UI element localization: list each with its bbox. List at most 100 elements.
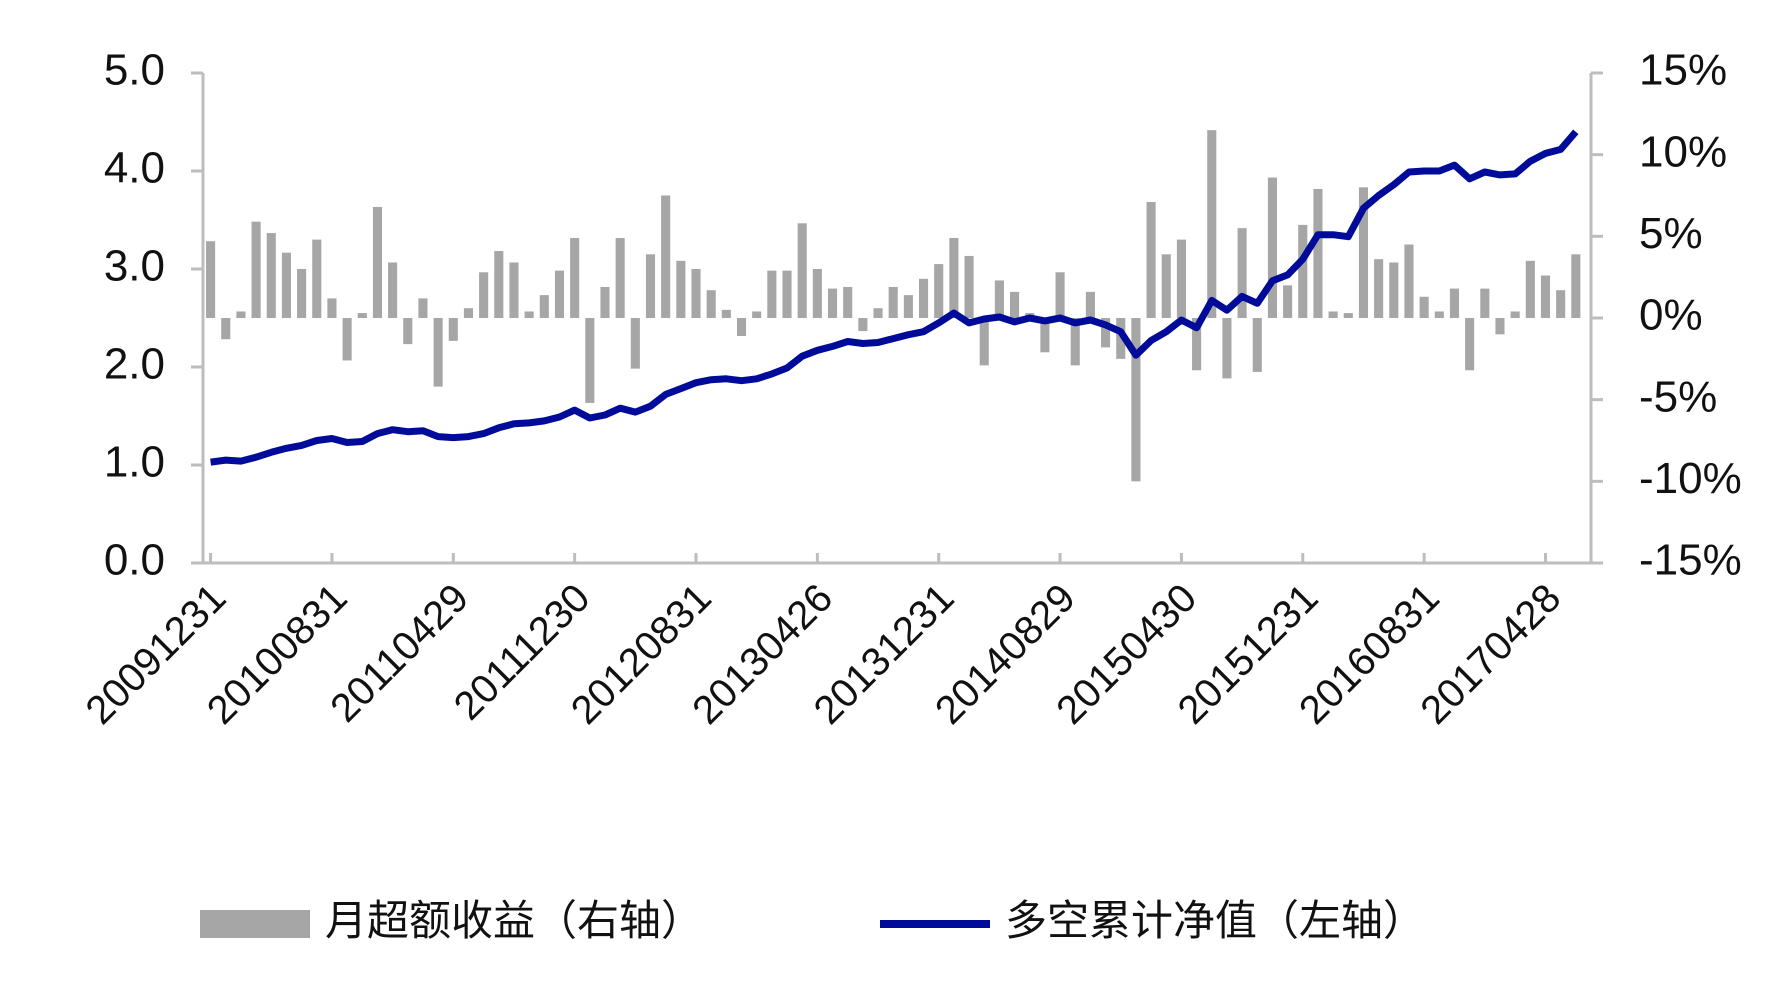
bar (388, 262, 398, 318)
bar (1146, 202, 1156, 318)
legend-label: 月超额收益（右轴） (325, 897, 703, 944)
bar (297, 269, 307, 318)
bar (918, 278, 929, 318)
bar (403, 318, 413, 345)
y2-tick-label: 5% (1639, 209, 1703, 258)
bar (934, 264, 944, 318)
y2-tick-label: -10% (1639, 454, 1742, 503)
bar (676, 260, 686, 318)
bar (251, 221, 261, 318)
bar (418, 298, 428, 318)
bar (1525, 260, 1535, 318)
bar (994, 280, 1004, 318)
bar (645, 254, 656, 318)
bar (1495, 318, 1505, 335)
bar (479, 272, 489, 318)
y2-tick-label: 15% (1639, 46, 1727, 95)
bar (1556, 290, 1566, 318)
y-tick-label: 3.0 (104, 242, 165, 291)
bar (312, 239, 322, 318)
bar (797, 223, 807, 318)
bar (827, 288, 838, 318)
bar (1252, 318, 1262, 372)
y-tick-label: 0.0 (104, 536, 165, 585)
bar (630, 318, 640, 369)
y2-tick-label: -5% (1639, 372, 1717, 421)
legend-swatch (200, 910, 310, 938)
y2-tick-label: 10% (1639, 127, 1727, 176)
bar (1237, 228, 1247, 318)
bar (494, 251, 504, 318)
bar (1040, 318, 1050, 353)
bar (661, 195, 671, 318)
bar (1298, 224, 1308, 318)
bar (1358, 187, 1369, 318)
y-tick-label: 1.0 (104, 438, 165, 487)
bar (691, 269, 701, 318)
bar (509, 262, 519, 318)
bar (1161, 254, 1171, 318)
bar (281, 252, 291, 318)
y2-tick-label: 0% (1639, 291, 1703, 340)
bar (266, 233, 276, 318)
y-tick-label: 2.0 (104, 340, 165, 389)
bar (1510, 311, 1520, 318)
bar (1374, 259, 1384, 318)
bar (903, 295, 913, 318)
bar (448, 318, 458, 341)
bar (1116, 318, 1126, 359)
bar (1343, 313, 1353, 318)
line (210, 129, 1579, 466)
y-tick-label: 5.0 (104, 46, 165, 95)
bar (342, 318, 352, 361)
bar (1571, 254, 1581, 318)
bar (736, 318, 747, 336)
bar (843, 286, 853, 318)
legend-label: 多空累计净值（左轴） (1005, 897, 1425, 944)
bar (524, 311, 534, 318)
bar (858, 318, 868, 332)
bar (615, 237, 625, 318)
bar (1131, 318, 1141, 482)
bar (1192, 318, 1202, 371)
bar (752, 311, 762, 318)
y-tick-label: 4.0 (104, 144, 165, 193)
bar (327, 298, 337, 318)
bar (1222, 318, 1232, 379)
bar (585, 318, 595, 403)
y2-tick-label: -15% (1639, 536, 1742, 585)
bar (1267, 177, 1277, 318)
bar (570, 237, 580, 318)
bar (979, 318, 989, 366)
bar (812, 269, 822, 318)
bar (221, 318, 231, 340)
bar (1540, 275, 1551, 318)
bar (964, 255, 974, 318)
bar (554, 270, 565, 318)
bar (1283, 285, 1293, 318)
bar (782, 270, 792, 318)
bar (433, 318, 443, 387)
bar (1449, 288, 1460, 318)
bar (357, 313, 367, 318)
bar (1434, 311, 1444, 318)
bar (873, 308, 883, 318)
bar (372, 206, 382, 318)
bar (236, 311, 246, 318)
bar (706, 290, 716, 318)
bar (1328, 311, 1338, 318)
bar (1404, 244, 1414, 318)
bar (1085, 291, 1095, 318)
bar (721, 309, 731, 318)
bar (1070, 318, 1080, 366)
bar (888, 286, 898, 318)
bar (1480, 288, 1490, 318)
bar (1389, 262, 1399, 318)
bar (1055, 272, 1065, 318)
bar (539, 295, 549, 318)
bar (1010, 291, 1020, 318)
bar (1465, 318, 1475, 371)
bar (1313, 188, 1323, 318)
bar (1207, 130, 1217, 318)
